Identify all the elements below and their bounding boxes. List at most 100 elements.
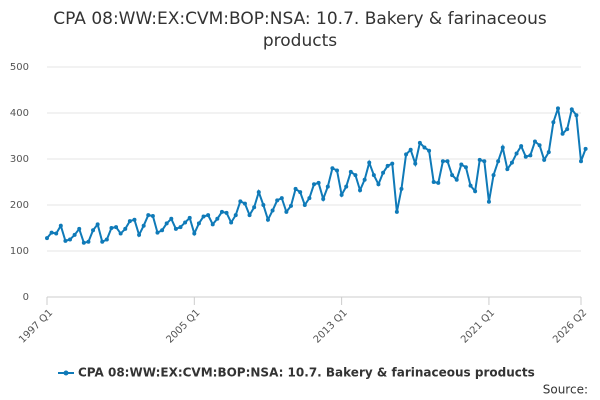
data-point	[422, 145, 427, 150]
data-point	[81, 240, 86, 245]
data-point	[574, 113, 579, 118]
data-point	[155, 230, 160, 235]
x-tick-label: 2005 Q1	[164, 307, 202, 345]
data-point	[330, 166, 335, 171]
data-point	[270, 208, 275, 213]
data-point	[399, 186, 404, 191]
y-tick-label: 400	[10, 108, 29, 119]
data-point	[132, 217, 137, 222]
data-point	[127, 219, 132, 224]
y-tick-label: 0	[23, 292, 29, 303]
data-point	[261, 203, 266, 207]
data-point	[141, 223, 146, 228]
data-point	[275, 198, 280, 203]
x-tick-label: 2026 Q2	[551, 307, 589, 345]
data-point	[233, 213, 238, 218]
data-point	[284, 209, 289, 214]
y-tick-label: 300	[10, 154, 29, 165]
data-point	[537, 143, 542, 148]
x-tick-label: 2021 Q1	[459, 307, 497, 345]
data-point	[104, 237, 109, 242]
data-point	[77, 226, 82, 231]
data-point	[118, 231, 123, 236]
y-tick-label: 200	[10, 200, 29, 211]
data-point	[486, 199, 491, 204]
data-point	[256, 190, 261, 195]
data-point	[500, 145, 505, 150]
data-point	[353, 173, 358, 178]
data-point	[514, 151, 519, 156]
data-point	[49, 230, 54, 235]
data-point	[109, 226, 114, 230]
data-point	[367, 160, 372, 165]
data-point	[54, 231, 59, 236]
data-point	[252, 205, 257, 210]
data-point	[546, 150, 551, 155]
data-point	[454, 177, 459, 182]
data-point	[146, 213, 151, 218]
series-line	[46, 107, 587, 244]
data-point	[307, 196, 312, 201]
data-point	[505, 167, 510, 172]
data-point	[381, 170, 386, 175]
data-point	[316, 180, 321, 185]
data-point	[404, 152, 409, 157]
data-point	[569, 107, 574, 112]
data-point	[523, 154, 528, 159]
data-point	[348, 169, 353, 174]
data-point	[178, 225, 183, 230]
data-point	[431, 180, 436, 184]
data-point	[335, 168, 340, 173]
data-point	[532, 139, 537, 144]
data-point	[279, 196, 284, 201]
data-point	[482, 159, 487, 164]
data-point	[183, 220, 188, 225]
data-point	[477, 157, 482, 162]
data-point	[385, 163, 390, 168]
data-point	[519, 144, 524, 149]
data-point	[509, 160, 514, 165]
data-point	[247, 213, 252, 218]
data-point	[72, 232, 77, 237]
chart-title: CPA 08:WW:EX:CVM:BOP:NSA: 10.7. Bakery &…	[53, 9, 547, 51]
data-point	[325, 184, 330, 189]
data-point	[427, 148, 432, 153]
data-point	[362, 177, 367, 182]
data-point	[95, 222, 100, 227]
data-point	[344, 184, 349, 189]
data-point	[63, 238, 68, 243]
data-point	[371, 173, 376, 178]
data-point	[440, 159, 445, 164]
data-point	[86, 239, 91, 244]
data-point	[408, 147, 413, 152]
data-point	[339, 192, 344, 197]
data-point	[45, 236, 49, 241]
data-point	[473, 189, 478, 194]
data-point	[445, 159, 450, 164]
data-point	[215, 216, 220, 221]
data-point	[560, 131, 565, 136]
data-point	[210, 222, 215, 227]
data-point	[417, 140, 422, 145]
data-point	[459, 162, 464, 167]
data-point	[192, 231, 197, 236]
data-point	[468, 183, 473, 188]
source: Source:	[543, 383, 588, 397]
data-point	[413, 161, 418, 166]
data-point	[150, 214, 155, 219]
data-point	[298, 190, 303, 195]
data-point	[436, 180, 441, 185]
data-point	[164, 221, 169, 226]
data-point	[169, 216, 174, 221]
data-point	[58, 223, 63, 228]
data-point	[265, 217, 270, 222]
data-point	[528, 153, 533, 158]
data-point	[68, 237, 73, 242]
data-point	[394, 209, 399, 214]
data-point	[219, 209, 224, 214]
data-point	[187, 215, 192, 220]
y-tick-label: 100	[10, 246, 29, 257]
data-point	[496, 159, 501, 164]
x-tick-label: 2013 Q1	[312, 307, 350, 345]
